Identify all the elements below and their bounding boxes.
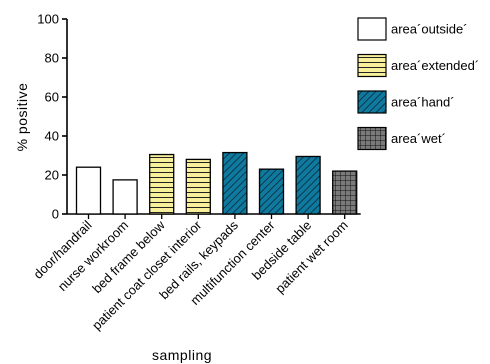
legend-label-hand: area´hand´ (391, 95, 455, 110)
y-tick-label: 40 (45, 129, 59, 144)
legend-swatch-hand (357, 90, 387, 114)
legend-swatch-extended (357, 53, 387, 78)
y-tick-label: 20 (45, 168, 59, 183)
bar-patient-coat-closet-interior (185, 158, 211, 215)
y-tick-label: 60 (45, 90, 59, 105)
bar-bed-frame-below (149, 153, 175, 215)
bar-bedside-table (295, 155, 321, 215)
legend-swatch-outside (357, 17, 387, 41)
y-tick-label: 80 (45, 51, 59, 66)
bar-multifunction-center (258, 168, 285, 215)
legend-label-wet: area´wet´ (391, 131, 446, 146)
legend-swatch-wet (357, 126, 387, 151)
legend: area´outside´ area´extended´ area´hand´ are… (357, 17, 479, 151)
bar-bed-rails-keypads (222, 151, 248, 215)
legend-label-outside: area´outside´ (391, 22, 468, 37)
y-axis-label: % positive (14, 83, 30, 152)
y-tick-label: 0 (52, 207, 59, 222)
bar-nurse-workroom (112, 179, 138, 215)
bar-door-handrail (75, 166, 102, 215)
legend-label-extended: area´extended´ (391, 58, 479, 73)
y-tick-label: 100 (37, 12, 59, 27)
bars (75, 151, 358, 215)
bar-patient-wet-room (332, 170, 358, 215)
x-axis-label: sampling (152, 347, 212, 363)
